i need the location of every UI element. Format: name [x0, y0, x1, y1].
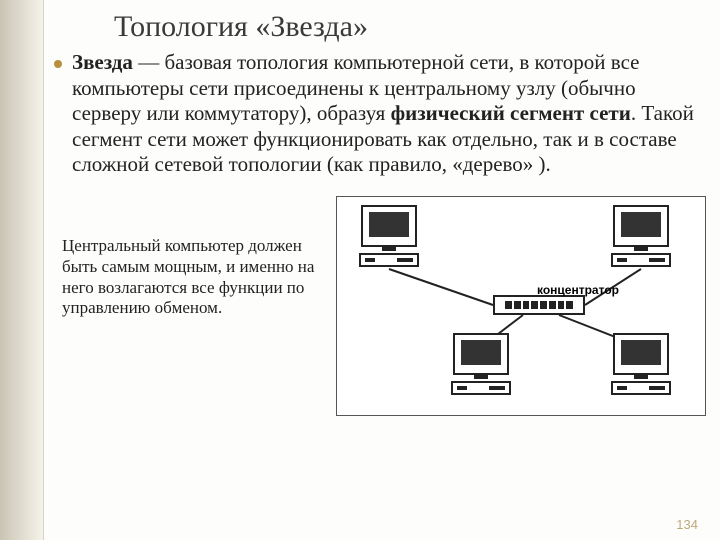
hub-device — [493, 295, 585, 315]
side-note: Центральный компьютер должен быть самым … — [54, 196, 324, 319]
monitor-icon — [453, 333, 509, 375]
pc-node — [607, 205, 675, 267]
bold-segment: физический сегмент сети — [391, 101, 631, 125]
page-number: 134 — [676, 517, 698, 532]
lower-row: Центральный компьютер должен быть самым … — [54, 196, 706, 416]
monitor-icon — [361, 205, 417, 247]
bullet-icon — [54, 60, 62, 68]
system-unit-icon — [611, 381, 671, 395]
pc-node — [447, 333, 515, 395]
system-unit-icon — [611, 253, 671, 267]
hub-label: концентратор — [537, 283, 619, 297]
hub-ports — [505, 301, 573, 309]
body-paragraph: Звезда — базовая топология компьютерной … — [72, 50, 706, 178]
term-bold: Звезда — [72, 50, 133, 74]
bullet-item: Звезда — базовая топология компьютерной … — [54, 50, 706, 178]
slide-content: Топология «Звезда» Звезда — базовая топо… — [0, 0, 720, 540]
pc-node — [607, 333, 675, 395]
system-unit-icon — [451, 381, 511, 395]
star-topology-diagram: концентратор — [336, 196, 706, 416]
pc-node — [355, 205, 423, 267]
system-unit-icon — [359, 253, 419, 267]
slide-title: Топология «Звезда» — [114, 10, 706, 44]
monitor-icon — [613, 205, 669, 247]
monitor-icon — [613, 333, 669, 375]
